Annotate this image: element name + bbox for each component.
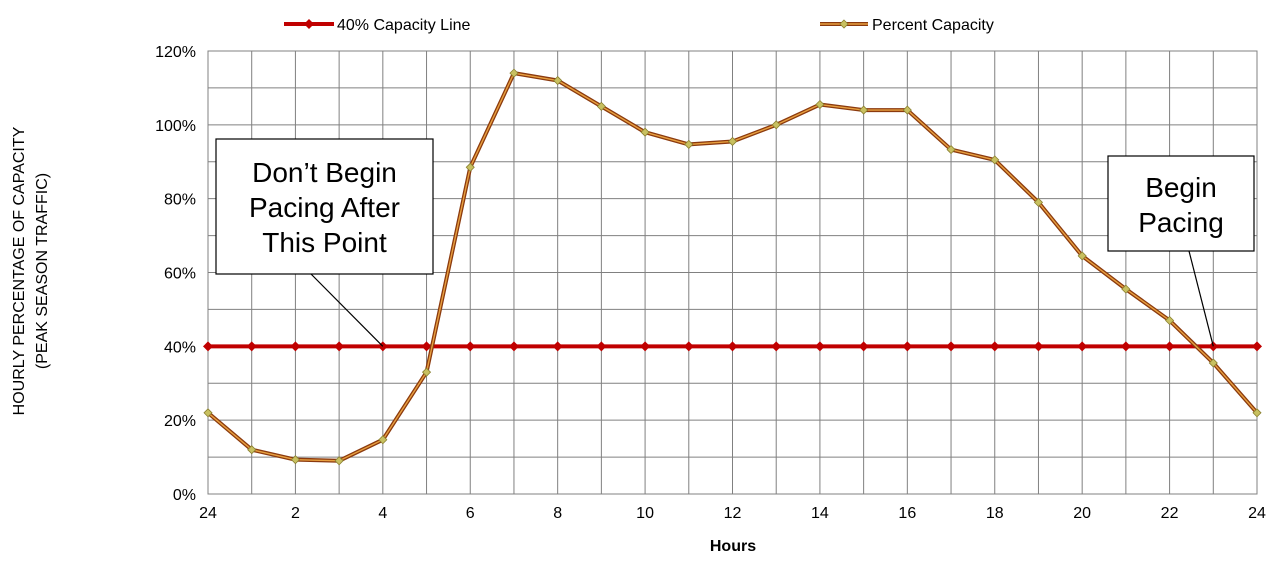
series-layer: [203, 68, 1262, 466]
annotation-text: This Point: [262, 227, 387, 258]
capacity-40-point: [421, 341, 432, 352]
capacity-40-point: [989, 341, 1000, 352]
percent-capacity-point: [859, 105, 869, 115]
annotation-text: Pacing: [1138, 207, 1224, 238]
legend-label-percent-capacity: Percent Capacity: [872, 17, 994, 34]
axis-layer: 0%20%40%60%80%100%120%24 2 4 6 8 10 12 14 16 18 20…: [155, 44, 1266, 522]
y-axis-title-line1: HOURLY PERCENTAGE OF CAPACITY: [11, 126, 28, 415]
annotation-box: [215, 138, 434, 275]
capacity-40-point: [1164, 341, 1175, 352]
percent-capacity-point: [640, 127, 650, 137]
y-tick-label: 40%: [164, 339, 196, 356]
annotation-leader-line: [1188, 250, 1214, 347]
annotation-box: [1107, 155, 1255, 252]
capacity-40-point: [640, 341, 651, 352]
percent-capacity-point: [771, 120, 781, 130]
annotation-text: Begin: [1145, 172, 1217, 203]
annotation-text: Pacing After: [249, 192, 400, 223]
capacity-40-point: [246, 341, 257, 352]
x-tick-label: 14: [811, 505, 829, 522]
capacity-40-point: [946, 341, 957, 352]
capacity-40-point: [334, 341, 345, 352]
legend-marker-capacity-40: [304, 19, 314, 29]
percent-capacity-point: [946, 145, 956, 155]
capacity-40-point: [465, 341, 476, 352]
capacity-40-point: [858, 341, 869, 352]
annotation-layer: Don’t Begin Pacing After This Point Begin Pa…: [215, 138, 1255, 347]
percent-capacity-point: [553, 75, 563, 86]
percent-capacity-point: [334, 456, 344, 466]
x-tick-label: 24: [199, 505, 217, 522]
capacity-40-point: [771, 341, 782, 352]
percent-capacity-point: [509, 68, 519, 78]
x-axis-title: Hours: [710, 538, 756, 555]
percent-capacity-point: [1121, 284, 1131, 294]
capacity-40-point: [552, 341, 563, 352]
x-tick-label: 24: [1248, 505, 1266, 522]
capacity-40-point: [596, 341, 607, 352]
capacity-40-point: [508, 341, 519, 352]
annotation-leader-line: [310, 273, 384, 347]
capacity-40-point: [1077, 341, 1088, 352]
x-tick-label: 8: [553, 505, 562, 522]
percent-capacity-point: [378, 435, 388, 445]
legend: 40% Capacity Line Percent Capacity: [284, 17, 994, 34]
percent-capacity-point: [1208, 358, 1218, 368]
x-tick-label: 20: [1073, 505, 1091, 522]
percent-capacity-point: [203, 408, 213, 418]
legend-label-capacity-40: 40% Capacity Line: [337, 17, 471, 34]
x-tick-label: 4: [378, 505, 387, 522]
percent-capacity-point: [990, 155, 1000, 165]
x-tick-label: 6: [466, 505, 475, 522]
percent-capacity-point: [465, 162, 475, 172]
percent-capacity-point: [1077, 251, 1087, 261]
y-tick-label: 0%: [173, 487, 196, 504]
x-tick-label: 22: [1161, 505, 1179, 522]
percent-capacity-point: [684, 139, 694, 149]
x-tick-label: 18: [986, 505, 1004, 522]
y-tick-label: 100%: [155, 118, 196, 135]
percent-capacity-point: [727, 136, 738, 147]
y-axis-title-line2: (PEAK SEASON TRAFFIC): [34, 173, 51, 369]
capacity-40-point: [1120, 341, 1131, 352]
x-tick-label: 12: [724, 505, 742, 522]
annotation-text: Don’t Begin: [252, 157, 397, 188]
capacity-40-point: [290, 341, 301, 352]
capacity-40-point: [902, 341, 913, 352]
capacity-40-point: [1033, 341, 1044, 352]
y-tick-label: 20%: [164, 413, 196, 430]
x-tick-label: 10: [636, 505, 654, 522]
capacity-40-point: [683, 341, 694, 352]
legend-marker-percent-capacity: [839, 19, 849, 29]
capacity-40-point: [727, 341, 738, 352]
capacity-40-point: [814, 341, 825, 352]
x-tick-label: 2: [291, 505, 300, 522]
y-tick-label: 80%: [164, 192, 196, 209]
y-tick-label: 120%: [155, 44, 196, 61]
percent-capacity-point: [1165, 315, 1175, 326]
percent-capacity-point: [247, 445, 257, 455]
percent-capacity-point: [902, 105, 912, 115]
percent-capacity-point: [1033, 197, 1044, 207]
percent-capacity-point: [815, 99, 825, 110]
percent-capacity-point: [421, 367, 432, 377]
capacity-40-point: [203, 341, 213, 352]
percent-capacity-point: [1252, 408, 1262, 418]
capacity-40-point: [1252, 341, 1262, 352]
y-tick-label: 60%: [164, 266, 196, 283]
percent-capacity-point: [290, 455, 300, 465]
percent-capacity-point: [596, 101, 606, 111]
x-tick-label: 16: [898, 505, 916, 522]
